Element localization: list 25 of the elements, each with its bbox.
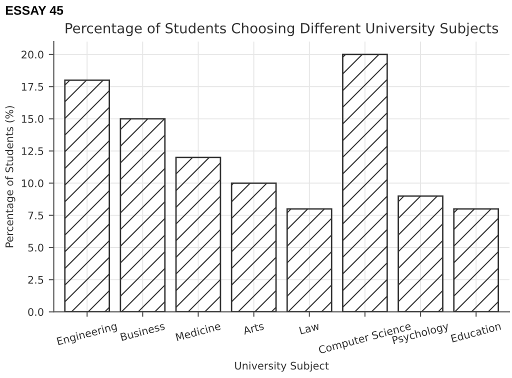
x-axis-title: University Subject	[235, 362, 329, 372]
y-tick-label: 7.5	[28, 212, 44, 220]
x-tick-label: Business	[120, 322, 166, 341]
bar	[64, 79, 110, 312]
bar	[342, 54, 388, 312]
bar	[286, 208, 332, 312]
y-tick-label: 12.5	[22, 147, 44, 156]
bar	[175, 156, 222, 312]
bar	[453, 208, 500, 312]
y-tick-label: 2.5	[28, 276, 44, 284]
bar	[120, 118, 166, 312]
x-tick-label: Law	[299, 322, 320, 334]
y-tick-label: 15.0	[22, 115, 44, 123]
x-tick-label: Arts	[242, 322, 264, 335]
bar	[398, 195, 444, 312]
y-axis-title: Percentage of Students (%)	[5, 106, 16, 248]
y-tick-label: 5.0	[28, 244, 44, 252]
y-tick-label: 10.0	[22, 179, 44, 188]
bar	[230, 182, 277, 312]
x-tick-label: Medicine	[175, 322, 221, 342]
text: ESSAY 45	[6, 6, 64, 15]
chart-title: Percentage of Students Choosing Different University Subjects	[66, 22, 498, 36]
y-tick-label: 17.5	[22, 82, 44, 91]
y-tick-label: 0.0	[28, 308, 44, 316]
y-tick-label: 20.0	[22, 50, 44, 59]
